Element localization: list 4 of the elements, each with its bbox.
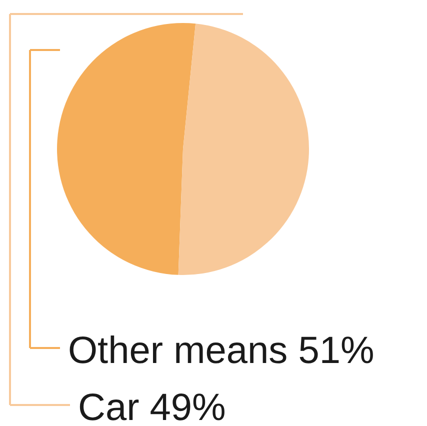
pie-slice <box>57 23 196 275</box>
pie-slice <box>178 24 309 275</box>
legend-label: Car 49% <box>78 387 226 426</box>
legend-label: Other means 51% <box>68 330 374 372</box>
